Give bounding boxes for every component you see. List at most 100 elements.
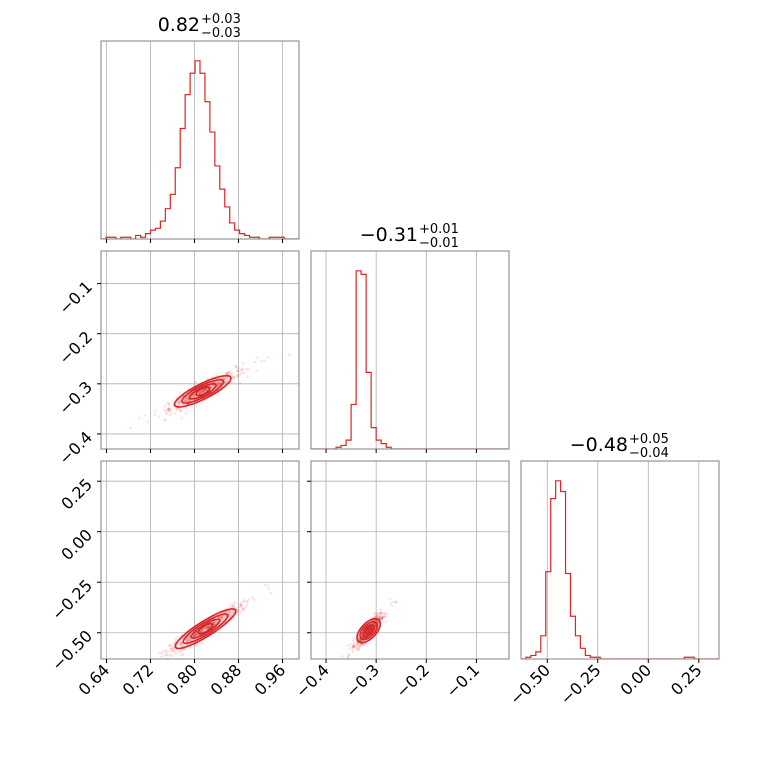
scatter-point xyxy=(184,639,187,642)
scatter-point xyxy=(237,605,241,609)
x-tick-label: −0.2 xyxy=(392,660,433,701)
scatter-point xyxy=(185,396,188,400)
scatter-point xyxy=(241,368,244,372)
scatter-point xyxy=(216,616,220,620)
scatter-point xyxy=(224,610,227,614)
scatter-point xyxy=(179,409,183,412)
scatter-point xyxy=(175,408,179,412)
joint-1-0 xyxy=(129,353,291,430)
y-tick-label: −0.25 xyxy=(48,576,96,624)
scatter-point xyxy=(334,671,337,674)
scatter-point xyxy=(205,388,209,391)
scatter-point xyxy=(235,373,239,377)
panel-titles: 0.82 +0.03 −0.03 −0.31 +0.01 −0.01 −0.48… xyxy=(158,12,669,461)
scatter-point xyxy=(224,610,228,614)
x-tick-label: −0.1 xyxy=(442,660,483,701)
scatter-point xyxy=(206,625,209,629)
scatter-point xyxy=(186,397,189,400)
scatter-point xyxy=(368,628,371,632)
scatter-point xyxy=(380,615,384,619)
scatter-point xyxy=(232,375,236,378)
scatter-point xyxy=(175,407,179,410)
scatter-point xyxy=(184,399,187,403)
scatter-point xyxy=(164,418,167,422)
scatter-point xyxy=(238,381,242,385)
scatter-point xyxy=(172,646,175,650)
scatter-point xyxy=(178,408,182,412)
scatter-point xyxy=(256,356,259,360)
scatter-point xyxy=(378,614,382,617)
scatter-point xyxy=(389,602,393,605)
scatter-point xyxy=(367,629,371,633)
scatter-point xyxy=(336,662,339,665)
scatter-point xyxy=(375,619,379,623)
scatter-point xyxy=(384,620,387,623)
scatter-point xyxy=(168,413,172,417)
scatter-point xyxy=(227,611,231,615)
scatter-point xyxy=(371,625,374,629)
scatter-point xyxy=(253,360,257,364)
scatter-point xyxy=(158,651,161,655)
scatter-point xyxy=(184,407,188,410)
scatter-point xyxy=(210,386,213,390)
scatter-point xyxy=(179,400,182,403)
panel-frame-0-0 xyxy=(100,40,300,240)
x-tick-label: −0.4 xyxy=(292,660,333,701)
title-param-1-sub: −0.01 xyxy=(419,236,459,251)
scatter-point xyxy=(236,374,240,378)
scatter-point xyxy=(347,653,351,656)
scatter-point xyxy=(163,649,167,652)
scatter-point xyxy=(160,651,163,655)
scatter-point xyxy=(367,628,371,632)
scatter-point xyxy=(207,625,211,629)
histogram-1 xyxy=(311,270,509,449)
density-contour xyxy=(362,624,376,638)
scatter-point xyxy=(374,615,377,619)
scatter-point xyxy=(180,402,184,406)
scatter-point xyxy=(236,374,240,378)
scatter-point xyxy=(368,629,371,633)
scatter-point xyxy=(108,692,111,695)
scatter-point xyxy=(185,637,189,641)
scatter-point xyxy=(380,611,383,615)
scatter-point xyxy=(193,634,197,638)
scatter-point xyxy=(357,636,361,640)
scatter-point xyxy=(207,625,210,628)
scatter-point xyxy=(357,648,360,652)
scatter-point xyxy=(377,621,380,625)
scatter-point xyxy=(346,655,349,659)
scatter-point xyxy=(378,611,382,615)
scatter-point xyxy=(168,649,172,653)
y-tick-label: 0.25 xyxy=(57,475,96,514)
scatter-point xyxy=(227,376,231,380)
scatter-point xyxy=(179,409,182,413)
scatter-point xyxy=(263,583,267,587)
scatter-point xyxy=(223,377,226,381)
scatter-point xyxy=(383,614,386,618)
scatter-point xyxy=(305,569,308,572)
scatter-point xyxy=(378,615,382,619)
scatter-point xyxy=(178,391,182,395)
scatter-point xyxy=(202,627,205,630)
x-tick-label: −0.50 xyxy=(506,660,554,708)
scatter-point xyxy=(186,396,190,399)
scatter-point xyxy=(194,633,198,637)
scatter-point xyxy=(241,367,244,371)
scatter-point xyxy=(216,382,220,386)
scatter-point xyxy=(172,646,175,649)
scatter-point xyxy=(201,390,205,394)
histogram-2 xyxy=(521,480,719,659)
scatter-point xyxy=(174,638,178,641)
scatter-point xyxy=(184,412,188,415)
joint-2-1 xyxy=(334,597,398,674)
scatter-point xyxy=(206,627,210,630)
scatter-point xyxy=(373,615,376,619)
scatter-point xyxy=(366,629,369,632)
scatter-point xyxy=(230,374,234,377)
scatter-point xyxy=(228,372,232,375)
scatter-point xyxy=(367,628,370,632)
scatter-point xyxy=(362,642,366,646)
scatter-point xyxy=(207,626,210,629)
scatter-point xyxy=(355,645,359,649)
scatter-point xyxy=(380,611,383,614)
